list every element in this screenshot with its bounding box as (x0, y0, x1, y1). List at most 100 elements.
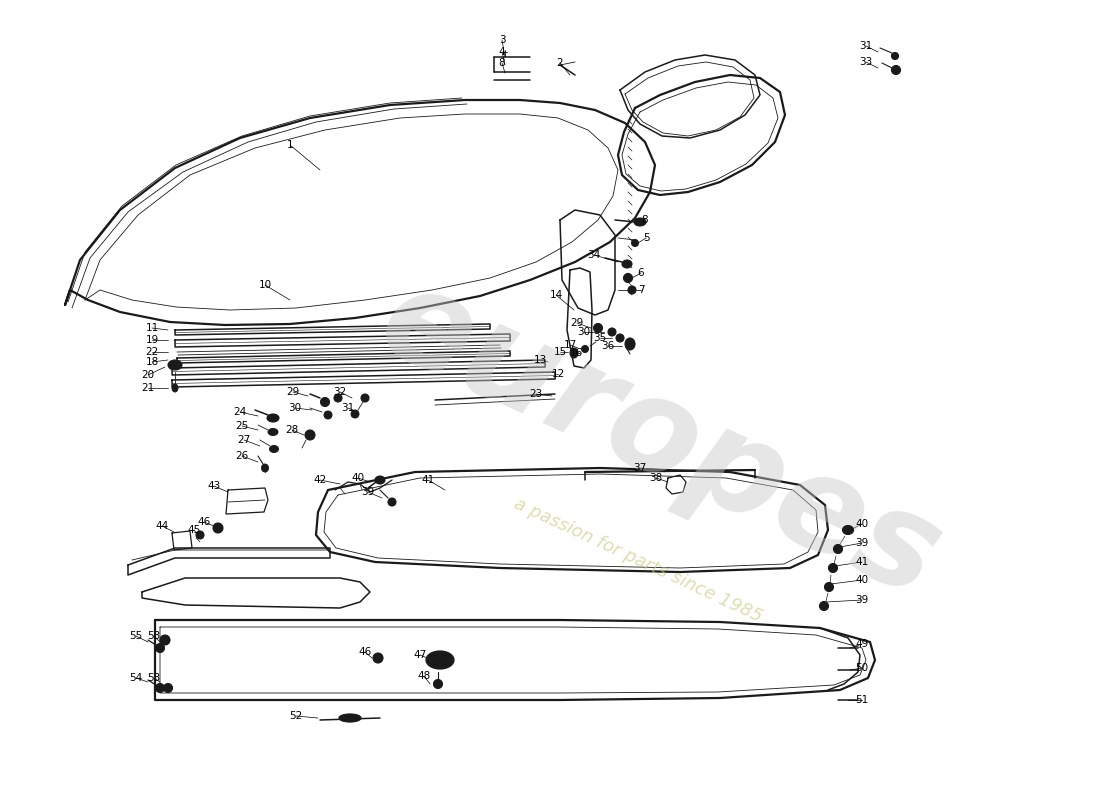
Text: 4: 4 (498, 47, 505, 57)
Ellipse shape (825, 582, 834, 591)
Text: a passion for parts since 1985: a passion for parts since 1985 (512, 494, 764, 626)
Ellipse shape (166, 686, 170, 690)
Ellipse shape (155, 683, 165, 693)
Text: 17: 17 (563, 340, 576, 350)
Ellipse shape (822, 604, 826, 608)
Ellipse shape (820, 602, 828, 610)
Text: 15: 15 (553, 347, 566, 357)
Ellipse shape (432, 656, 448, 664)
Ellipse shape (320, 398, 330, 406)
Ellipse shape (168, 360, 182, 370)
Ellipse shape (361, 394, 368, 402)
Ellipse shape (164, 683, 173, 693)
Text: 31: 31 (341, 403, 354, 413)
Ellipse shape (582, 346, 588, 353)
Text: 5: 5 (642, 233, 649, 243)
Text: 52: 52 (289, 711, 302, 721)
Text: 20: 20 (142, 370, 155, 380)
Text: 13: 13 (534, 355, 547, 365)
Text: 53: 53 (147, 631, 161, 641)
Text: 7: 7 (638, 285, 645, 295)
Ellipse shape (324, 411, 332, 419)
Text: 14: 14 (549, 290, 562, 300)
Text: 29: 29 (571, 318, 584, 328)
Text: 41: 41 (421, 475, 434, 485)
Text: 21: 21 (142, 383, 155, 393)
Text: 28: 28 (285, 425, 298, 435)
Text: 36: 36 (602, 341, 615, 351)
Text: 26: 26 (235, 451, 249, 461)
Ellipse shape (634, 218, 646, 226)
Ellipse shape (573, 351, 576, 354)
Text: 35: 35 (593, 333, 606, 343)
Ellipse shape (270, 446, 278, 453)
Ellipse shape (213, 523, 223, 533)
Text: 42: 42 (314, 475, 327, 485)
Ellipse shape (268, 429, 278, 435)
Ellipse shape (834, 545, 843, 554)
Text: 6: 6 (638, 268, 645, 278)
Ellipse shape (426, 651, 454, 669)
Text: 51: 51 (856, 695, 869, 705)
Ellipse shape (436, 682, 440, 686)
Text: 53: 53 (147, 673, 161, 683)
Text: 47: 47 (414, 650, 427, 660)
Ellipse shape (262, 464, 268, 472)
Text: 11: 11 (145, 323, 158, 333)
Ellipse shape (160, 635, 170, 645)
Text: 22: 22 (145, 347, 158, 357)
Ellipse shape (616, 334, 624, 342)
Ellipse shape (621, 260, 632, 268)
Ellipse shape (846, 528, 850, 532)
Ellipse shape (891, 66, 901, 74)
Ellipse shape (843, 526, 854, 534)
Ellipse shape (627, 276, 631, 280)
Text: 37: 37 (634, 463, 647, 473)
Text: 8: 8 (641, 215, 648, 225)
Ellipse shape (376, 656, 380, 660)
Ellipse shape (351, 410, 359, 418)
Ellipse shape (827, 585, 830, 589)
Text: 32: 32 (333, 387, 346, 397)
Ellipse shape (596, 326, 600, 330)
Ellipse shape (570, 348, 578, 358)
Ellipse shape (594, 323, 603, 333)
Text: 39: 39 (856, 538, 869, 548)
Ellipse shape (828, 563, 837, 573)
Ellipse shape (375, 476, 385, 484)
Text: 2: 2 (557, 58, 563, 68)
Text: 43: 43 (208, 481, 221, 491)
Text: europes: europes (361, 255, 959, 625)
Text: 31: 31 (859, 41, 872, 51)
Ellipse shape (390, 501, 394, 503)
Text: 18: 18 (145, 357, 158, 367)
Text: 46: 46 (359, 647, 372, 657)
Text: 46: 46 (197, 517, 210, 527)
Ellipse shape (624, 274, 632, 282)
Text: 39: 39 (856, 595, 869, 605)
Text: 27: 27 (238, 435, 251, 445)
Ellipse shape (267, 414, 279, 422)
Ellipse shape (830, 566, 835, 570)
Text: 50: 50 (856, 663, 869, 673)
Text: 55: 55 (130, 631, 143, 641)
Ellipse shape (155, 643, 165, 653)
Text: 39: 39 (362, 487, 375, 497)
Text: 23: 23 (529, 389, 542, 399)
Ellipse shape (891, 53, 899, 59)
Text: 29: 29 (286, 387, 299, 397)
Ellipse shape (334, 394, 342, 402)
Text: 16: 16 (570, 348, 583, 358)
Text: 45: 45 (187, 525, 200, 535)
Text: 33: 33 (859, 57, 872, 67)
Ellipse shape (433, 679, 442, 689)
Text: 34: 34 (587, 250, 601, 260)
Text: 10: 10 (258, 280, 272, 290)
Text: 30: 30 (578, 327, 591, 337)
Text: 24: 24 (233, 407, 246, 417)
Text: 40: 40 (856, 519, 869, 529)
Ellipse shape (625, 338, 635, 350)
Text: 41: 41 (856, 557, 869, 567)
Ellipse shape (216, 526, 220, 530)
Text: 48: 48 (417, 671, 430, 681)
